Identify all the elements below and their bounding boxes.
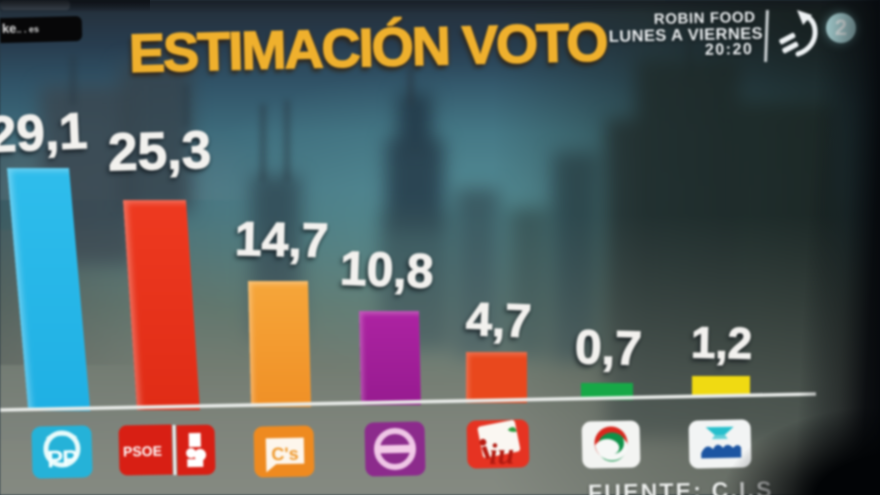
- svg-text:iu: iu: [489, 438, 515, 469]
- svg-text:C's: C's: [271, 444, 299, 465]
- svg-text:PP: PP: [47, 446, 79, 474]
